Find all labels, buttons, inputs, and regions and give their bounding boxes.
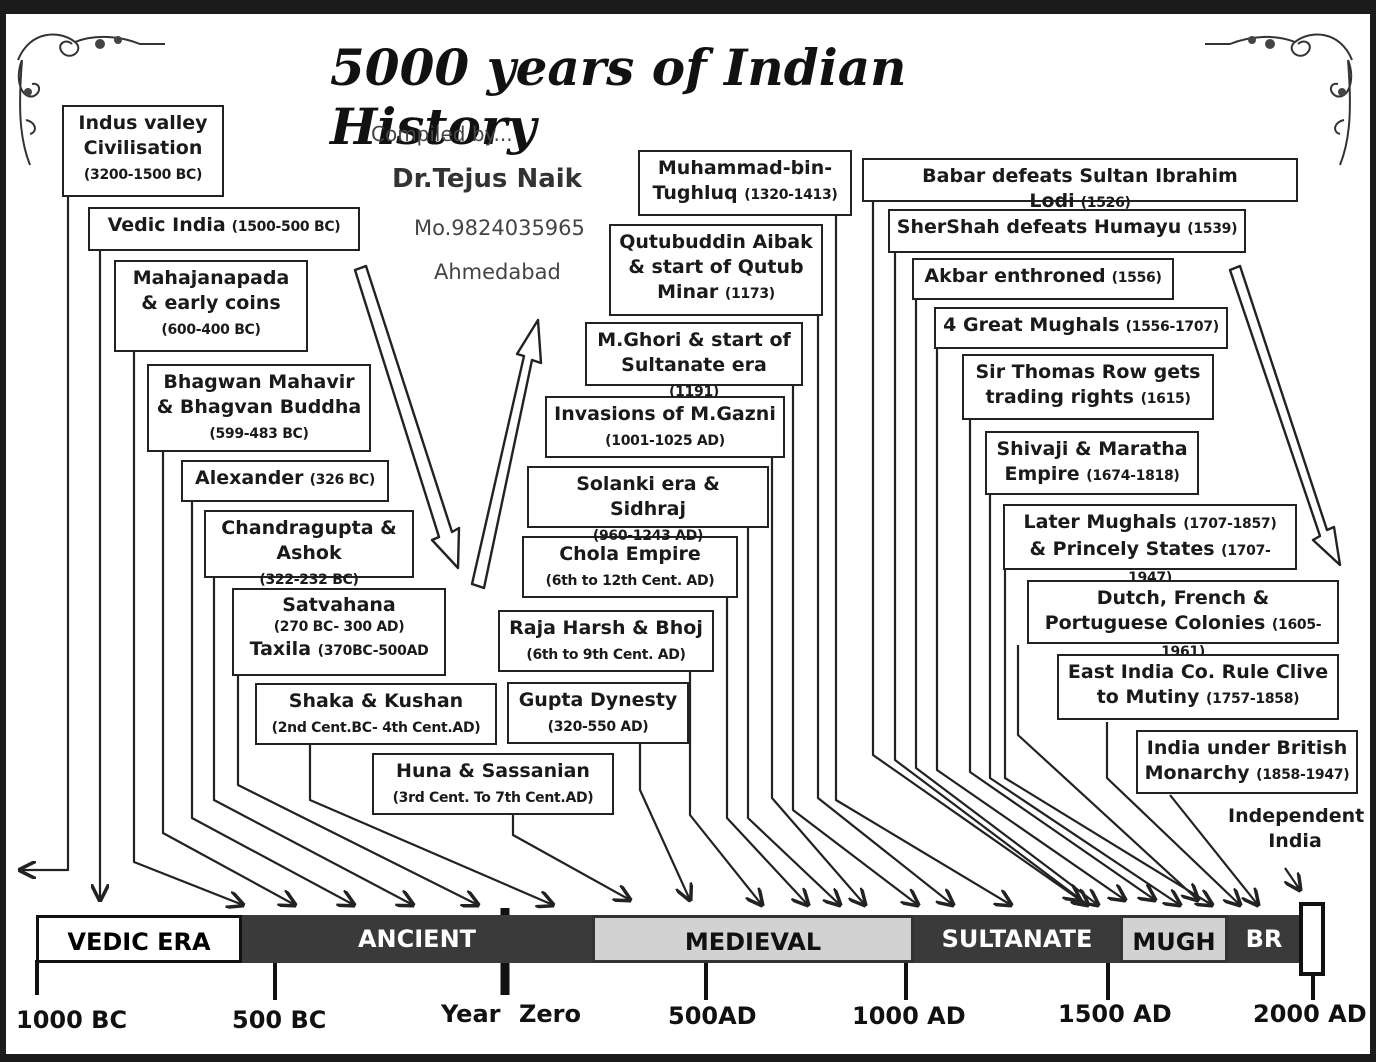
event-thomas-row: Sir Thomas Row gets trading rights (1615… [962,354,1214,420]
era-ancient: ANCIENT [242,915,592,963]
event-mahajanapada: Mahajanapada & early coins (600-400 BC) [114,260,308,352]
event-muhammad-bin-tughluq: Muhammad-bin-Tughluq (1320-1413) [638,150,852,216]
era-vedic: VEDIC ERA [36,915,242,963]
tick-500bc: 500 BC [232,1006,327,1034]
event-invasions-gazni: Invasions of M.Gazni (1001-1025 AD) [545,396,785,458]
event-chola-empire: Chola Empire (6th to 12th Cent. AD) [522,536,738,598]
era-sultanate: SULTANATE [914,915,1120,963]
tick-zero: Zero [519,1000,582,1028]
event-east-india-company: East India Co. Rule Clive to Mutiny (175… [1057,654,1339,720]
event-great-mughals: 4 Great Mughals (1556-1707) [934,307,1228,349]
event-qutubuddin-aibak: Qutubuddin Aibak & start of Qutub Minar … [609,224,823,316]
event-later-mughals: Later Mughals (1707-1857) & Princely Stat… [1003,504,1297,586]
event-indus-valley: Indus valley Civilisation (3200-1500 BC) [62,105,224,197]
era-british: BR [1228,915,1300,963]
author-phone: Mo.9824035965 [414,216,585,240]
poster-title: 5000 years of Indian History [330,38,907,156]
event-mahavir-buddha: Bhagwan Mahavir & Bhagvan Buddha (599-483… [147,364,371,452]
event-british-monarchy: India under British Monarchy (1858-1947) [1136,730,1358,794]
tick-year: Year [441,1000,501,1028]
event-shershah-humayu: SherShah defeats Humayu (1539) [888,209,1246,253]
tick-1000bc: 1000 BC [16,1006,128,1034]
event-independent-india: Independent India [1228,805,1365,852]
event-huna-sassanian: Huna & Sassanian (3rd Cent. To 7th Cent.A… [372,753,614,815]
event-akbar-enthroned: Akbar enthroned (1556) [912,258,1174,300]
compiled-by-label: Compiled by... [371,122,513,146]
event-solanki-era: Solanki era & Sidhraj (960-1243 AD) [527,466,769,544]
tick-2000ad: 2000 AD [1253,1000,1367,1028]
event-raja-harsh-bhoj: Raja Harsh & Bhoj (6th to 9th Cent. AD) [498,610,714,672]
event-babar-lodi: Babar defeats Sultan Ibrahim Lodi (1526) [862,158,1298,212]
event-gupta-dynesty: Gupta Dynesty (320-550 AD) [507,682,689,744]
era-independent [1299,902,1325,976]
tick-500ad: 500AD [668,1002,757,1030]
tick-1000ad: 1000 AD [852,1002,966,1030]
event-ghori-sultanate: M.Ghori & start of Sultanate era (1191) [585,322,803,400]
era-mughal: MUGH [1120,915,1228,963]
author-city: Ahmedabad [434,260,561,284]
event-colonies: Dutch, French & Portuguese Colonies (160… [1027,580,1339,660]
event-shivaji-maratha: Shivaji & Maratha Empire (1674-1818) [985,431,1199,495]
era-medieval: MEDIEVAL [592,915,914,963]
event-alexander: Alexander (326 BC) [181,460,389,502]
author-name: Dr.Tejus Naik [392,164,582,194]
tick-1500ad: 1500 AD [1058,1000,1172,1028]
event-shaka-kushan: Shaka & Kushan (2nd Cent.BC- 4th Cent.AD) [255,683,497,745]
event-chandragupta-ashok: Chandragupta & Ashok (322-232 BC) [204,510,414,588]
event-satvahana: Satvahana (270 BC- 300 AD) Taxila (370BC-5… [232,588,446,676]
event-vedic-india: Vedic India (1500-500 BC) [88,207,360,251]
